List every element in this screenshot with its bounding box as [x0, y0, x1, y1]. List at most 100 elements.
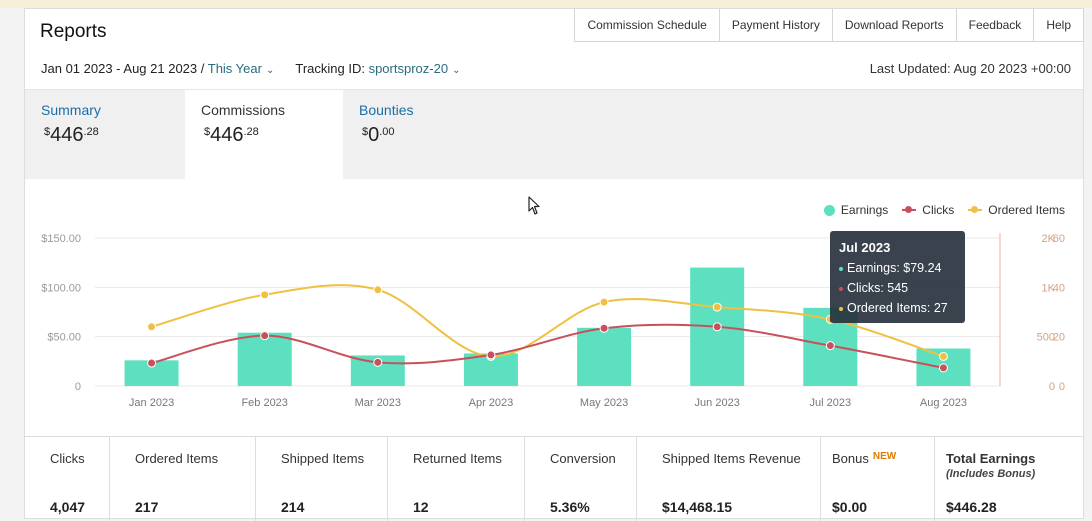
stat-value: 4,047	[50, 499, 86, 515]
tooltip-title: Jul 2023	[839, 240, 891, 255]
stat-value: 217	[135, 499, 159, 515]
ordered-items-point	[373, 285, 383, 295]
x-tick-label: May 2023	[580, 397, 628, 409]
report-tabs: Summary $446.28 Commissions $446.28 Boun…	[25, 89, 1083, 184]
legend-earnings[interactable]: Earnings	[823, 203, 889, 217]
stat-returned-items: Returned Items 12	[388, 437, 525, 521]
tab-summary[interactable]: Summary $446.28	[25, 90, 183, 180]
tab-label: Bounties	[359, 102, 414, 118]
mouse-cursor-icon	[528, 196, 540, 215]
ordered-items-point	[938, 351, 948, 361]
tooltip-earnings: Earnings: $79.24	[839, 261, 942, 275]
y-right-items-tick-label: 20	[1053, 332, 1065, 344]
tab-commissions[interactable]: Commissions $446.28	[185, 90, 343, 184]
period-selector[interactable]: This Year ⌄	[208, 61, 275, 76]
y-right-clicks-tick-label: 1K	[1042, 282, 1056, 294]
nav-commission-schedule[interactable]: Commission Schedule	[574, 9, 720, 42]
y-left-tick-label: $50.00	[47, 332, 81, 344]
nav-payment-history[interactable]: Payment History	[718, 9, 833, 42]
stat-clicks: Clicks 4,047	[25, 437, 110, 521]
top-notice-bar	[0, 0, 1092, 8]
x-tick-label: Aug 2023	[920, 397, 967, 409]
nav-feedback[interactable]: Feedback	[955, 9, 1035, 42]
y-right-items-tick-label: 0	[1059, 381, 1065, 393]
y-left-tick-label: 0	[75, 381, 81, 393]
stat-value: $14,468.15	[662, 499, 733, 515]
x-tick-label: Feb 2023	[241, 397, 287, 409]
tooltip-clicks: Clicks: 545	[839, 281, 908, 295]
legend-clicks[interactable]: Clicks	[902, 203, 954, 217]
y-right-items-tick-label: 60	[1053, 233, 1065, 245]
period-label: This Year	[207, 61, 262, 76]
y-left-tick-label: $100.00	[41, 282, 81, 294]
stat-value: 5.36%	[550, 499, 590, 515]
tab-label: Commissions	[201, 102, 286, 118]
clicks-point	[147, 358, 157, 368]
ordered-items-point	[599, 297, 609, 307]
legend-ordered-items[interactable]: Ordered Items	[968, 203, 1065, 217]
clicks-point	[712, 322, 722, 332]
x-tick-label: Jul 2023	[810, 397, 852, 409]
page-title: Reports	[40, 21, 107, 42]
earnings-bar	[577, 327, 632, 386]
y-right-clicks-tick-label: 0	[1049, 381, 1055, 393]
x-tick-label: Apr 2023	[469, 397, 514, 409]
stat-label: Total Earnings	[946, 451, 1036, 466]
tracking-id-selector[interactable]: sportsproz-20 ⌄	[369, 61, 461, 76]
tab-bounties[interactable]: Bounties $0.00	[343, 90, 501, 180]
stat-bonus: Bonus NEW $0.00	[821, 437, 935, 521]
ordered-items-line	[151, 284, 944, 358]
clicks-line	[151, 323, 944, 369]
clicks-point	[486, 350, 496, 360]
legend-earnings-marker	[823, 204, 835, 216]
stat-label: Ordered Items	[135, 451, 219, 466]
stat-label: Bonus NEW	[832, 451, 897, 466]
stat-total-earnings: Total Earnings (Includes Bonus) $446.28	[935, 437, 1083, 521]
new-badge: NEW	[872, 451, 897, 462]
earnings-chart: 0 0 0 $50.00 500 20 $100.00 1K 40 $150.00 2K 60 Jan …	[25, 179, 1083, 434]
clicks-point	[373, 357, 383, 367]
tab-amount: $446.28	[204, 124, 259, 146]
legend-label: Clicks	[922, 203, 955, 217]
stat-shipped-items-revenue: Shipped Items Revenue $14,468.15	[637, 437, 821, 521]
x-tick-label: Mar 2023	[355, 397, 401, 409]
stat-conversion: Conversion 5.36%	[525, 437, 637, 521]
stat-value: 12	[413, 499, 429, 515]
tracking-label: Tracking ID:	[295, 61, 365, 76]
tab-amount: $0.00	[362, 124, 395, 146]
stat-label: Clicks	[50, 451, 85, 466]
stat-value: 214	[281, 499, 305, 515]
y-right-clicks-tick-label: 500	[1037, 332, 1055, 344]
clicks-point	[599, 323, 609, 333]
nav-download-reports[interactable]: Download Reports	[831, 9, 957, 42]
legend-clicks-marker	[902, 205, 917, 215]
nav-help[interactable]: Help	[1033, 9, 1084, 42]
legend-label: Earnings	[840, 203, 889, 217]
stat-value: $0.00	[832, 499, 868, 515]
ordered-items-point	[147, 322, 157, 332]
chart-legend: Earnings Clicks Ordered Items	[823, 203, 1065, 217]
clicks-point	[825, 341, 835, 351]
stat-label: Conversion	[550, 451, 616, 466]
y-right-clicks-tick-label: 2K	[1042, 233, 1056, 245]
ordered-items-point	[712, 302, 722, 312]
y-left-tick-label: $150.00	[41, 233, 81, 245]
earnings-bar	[237, 332, 292, 386]
stat-label: Returned Items	[413, 451, 502, 466]
tooltip-ordered-items: Ordered Items: 27	[839, 301, 948, 315]
stat-label: Shipped Items Revenue	[662, 451, 801, 466]
legend-label: Ordered Items	[988, 203, 1065, 217]
ordered-items-point	[260, 290, 270, 300]
legend-ordered-items-marker	[968, 205, 983, 215]
date-filter-row: Jan 01 2023 - Aug 21 2023 / This Year ⌄ T…	[41, 61, 460, 76]
stats-summary: Clicks 4,047 Ordered Items 217 Shipped I…	[25, 436, 1083, 521]
reports-panel: Reports Commission Schedule Payment Hist…	[24, 8, 1084, 521]
last-updated: Last Updated: Aug 20 2023 +00:00	[869, 61, 1071, 76]
clicks-point	[260, 331, 270, 341]
stat-sublabel: (Includes Bonus)	[946, 468, 1036, 480]
chart-tooltip: Jul 2023 Earnings: $79.24 Clicks: 545 Or…	[830, 231, 965, 323]
stat-value: $446.28	[946, 499, 997, 515]
stat-shipped-items: Shipped Items 214	[256, 437, 388, 521]
reports-nav: Commission Schedule Payment History Down…	[574, 9, 1084, 42]
